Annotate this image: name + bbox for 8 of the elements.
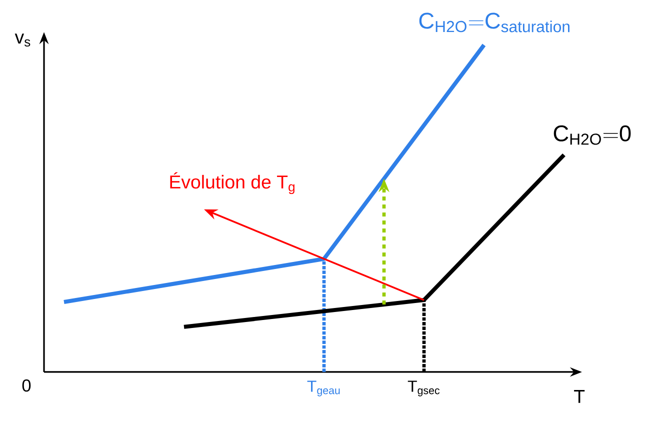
x-axis-title: T: [574, 390, 585, 403]
y-axis-title: v$_{s}$: [14, 34, 30, 47]
annotation: Évolution de T$_{g}$: [170, 172, 294, 194]
series-label: $\mathrm{C_{H2O}{=}0}$: [554, 125, 631, 145]
x-tick-label: T$_{gsec}$: [408, 380, 440, 396]
x-tick-label: T$_{geau}$: [307, 380, 340, 396]
text: 0: [22, 379, 31, 392]
series-label: $\mathrm{C_{H2O}{=}C_{saturation}}$: [419, 12, 570, 32]
